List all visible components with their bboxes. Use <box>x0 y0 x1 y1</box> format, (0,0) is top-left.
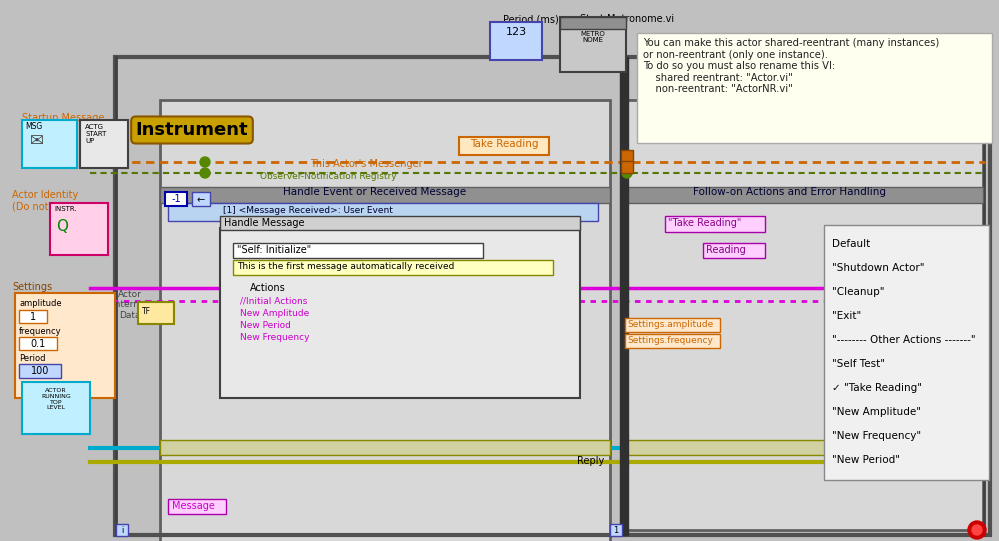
Bar <box>192 192 210 206</box>
Bar <box>459 137 549 155</box>
Bar <box>220 228 580 398</box>
Bar <box>637 33 992 143</box>
Bar <box>621 161 633 173</box>
Text: Actions: Actions <box>250 283 286 293</box>
Text: 100: 100 <box>31 366 49 376</box>
Text: frequency: frequency <box>19 327 62 336</box>
Bar <box>625 318 720 332</box>
Text: Period: Period <box>19 354 46 363</box>
Bar <box>621 150 633 162</box>
Text: Observer-Notification Registry: Observer-Notification Registry <box>260 172 397 181</box>
Text: INSTR.: INSTR. <box>54 206 77 212</box>
Text: Reply: Reply <box>577 456 604 466</box>
Text: //Initial Actions
New Amplitude
New Period
New Frequency: //Initial Actions New Amplitude New Peri… <box>240 296 310 342</box>
Bar <box>160 100 610 541</box>
Bar <box>116 524 128 536</box>
Bar <box>168 499 226 514</box>
Text: Default: Default <box>832 239 870 249</box>
Circle shape <box>622 168 632 178</box>
Text: "Exit": "Exit" <box>832 311 861 321</box>
Text: 1: 1 <box>613 526 618 535</box>
Text: Actor Identity
(Do not delete): Actor Identity (Do not delete) <box>12 190 86 212</box>
Text: amplitude: amplitude <box>19 299 62 308</box>
Text: METRO
NOME: METRO NOME <box>580 30 605 43</box>
Bar <box>22 120 77 168</box>
Text: Instrument: Instrument <box>136 121 249 139</box>
Text: ✉: ✉ <box>30 132 44 150</box>
Bar <box>490 22 542 60</box>
Text: Settings: Settings <box>12 282 52 292</box>
Text: ←: ← <box>197 195 205 205</box>
Text: "Take Reading": "Take Reading" <box>668 218 741 228</box>
Bar <box>625 100 983 530</box>
Circle shape <box>200 168 210 178</box>
Text: Settings.amplitude: Settings.amplitude <box>627 320 713 329</box>
Bar <box>620 57 628 535</box>
Text: "Self Test": "Self Test" <box>832 359 885 369</box>
Bar <box>824 225 989 480</box>
Text: You can make this actor shared-reentrant (many instances)
or non-reentrant (only: You can make this actor shared-reentrant… <box>643 38 939 94</box>
Bar <box>560 17 626 29</box>
Bar <box>625 187 983 203</box>
Text: "New Frequency": "New Frequency" <box>832 431 921 441</box>
Text: i: i <box>121 526 123 535</box>
Bar <box>610 524 622 536</box>
Text: This is the first message automatically received: This is the first message automatically … <box>237 262 455 271</box>
Bar <box>233 243 483 258</box>
Text: This Actor's Messenger: This Actor's Messenger <box>310 159 423 169</box>
Text: "Self: Initialize": "Self: Initialize" <box>237 245 312 255</box>
Bar <box>165 192 187 206</box>
Bar <box>115 57 990 535</box>
Bar <box>665 216 765 232</box>
Circle shape <box>622 157 632 167</box>
Text: ✓ "Take Reading": ✓ "Take Reading" <box>832 383 922 393</box>
Bar <box>138 302 174 324</box>
Text: Handle Message: Handle Message <box>224 218 305 228</box>
Text: Settings.frequency: Settings.frequency <box>627 336 713 345</box>
Text: Startup Message: Startup Message <box>22 113 104 123</box>
Circle shape <box>968 521 986 539</box>
Bar <box>15 293 115 398</box>
Text: Period (ms): Period (ms) <box>503 14 558 24</box>
Text: Actor
Internal
Data: Actor Internal Data <box>113 290 148 320</box>
Bar <box>80 120 128 168</box>
Bar <box>50 203 108 255</box>
Bar <box>168 203 598 221</box>
Text: Message: Message <box>172 501 215 511</box>
Text: 0.1: 0.1 <box>30 339 46 349</box>
Bar <box>19 364 61 378</box>
Bar <box>19 310 47 323</box>
Bar <box>22 382 90 434</box>
Text: MSG: MSG <box>25 122 42 131</box>
Text: ACTG
START
UP: ACTG START UP <box>85 124 106 144</box>
Bar <box>625 334 720 348</box>
Text: "Shutdown Actor": "Shutdown Actor" <box>832 263 924 273</box>
Text: "New Amplitude": "New Amplitude" <box>832 407 921 417</box>
Bar <box>560 17 626 72</box>
Text: 1: 1 <box>30 312 36 322</box>
Circle shape <box>972 525 982 535</box>
Text: Handle Event or Received Message: Handle Event or Received Message <box>283 187 467 197</box>
Text: 123: 123 <box>505 27 526 37</box>
Text: "New Period": "New Period" <box>832 455 900 465</box>
Text: Take Reading: Take Reading <box>470 139 538 149</box>
Circle shape <box>200 157 210 167</box>
Bar <box>625 440 983 455</box>
Text: Q: Q <box>56 219 68 234</box>
Text: "Cleanup": "Cleanup" <box>832 287 884 297</box>
Text: ACTOR
RUNNING
TOP
LEVEL: ACTOR RUNNING TOP LEVEL <box>41 388 71 411</box>
Text: "-------- Other Actions -------": "-------- Other Actions -------" <box>832 335 976 345</box>
Text: Start Metronome.vi: Start Metronome.vi <box>580 14 674 24</box>
Bar <box>703 243 765 258</box>
Text: Follow-on Actions and Error Handling: Follow-on Actions and Error Handling <box>692 187 886 197</box>
Bar <box>220 216 580 230</box>
Text: -1: -1 <box>171 194 181 204</box>
Bar <box>19 337 57 350</box>
Bar <box>233 260 553 275</box>
Bar <box>160 440 610 455</box>
Bar <box>160 187 610 203</box>
Text: [1] <Message Received>: User Event: [1] <Message Received>: User Event <box>223 206 393 215</box>
Text: TF: TF <box>142 307 151 316</box>
Text: Reading: Reading <box>706 245 745 255</box>
